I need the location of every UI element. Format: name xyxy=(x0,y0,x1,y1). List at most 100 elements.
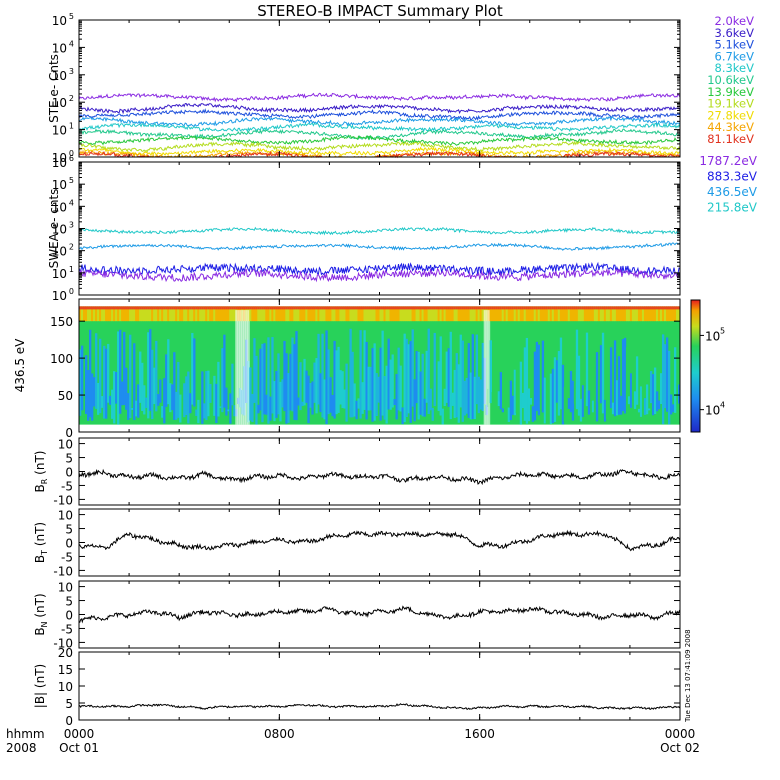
heatmap-cell xyxy=(419,306,423,322)
heatmap-cell xyxy=(331,394,334,417)
heatmap-cell xyxy=(331,306,334,322)
heatmap-cell xyxy=(335,350,338,415)
y-axis-label: SWEA e- cnts xyxy=(47,189,61,269)
series-line-436.5eV xyxy=(78,242,681,251)
heatmap-cell xyxy=(81,306,84,322)
heatmap-cell xyxy=(673,306,677,310)
heatmap-cell xyxy=(437,306,441,310)
heatmap-cell xyxy=(639,306,643,322)
heatmap-cell xyxy=(583,306,587,310)
heatmap-cell xyxy=(549,373,553,425)
field-trace xyxy=(79,605,681,624)
heatmap-cell xyxy=(545,306,549,322)
heatmap-cell xyxy=(205,306,208,310)
heatmap-cell xyxy=(181,306,184,322)
heatmap-cell xyxy=(275,370,278,418)
heatmap-cell xyxy=(137,306,140,322)
y-tick-label: 0 xyxy=(65,609,73,623)
heatmap-cell xyxy=(345,306,348,310)
heatmap-cell xyxy=(211,306,214,322)
series-line-5.1keV xyxy=(78,108,681,121)
heatmap-cell xyxy=(537,306,541,310)
heatmap-cell xyxy=(171,306,174,310)
heatmap-cell xyxy=(393,306,397,310)
heatmap-cell xyxy=(325,330,328,425)
heatmap-cell xyxy=(569,306,573,310)
year-caption-2008: 2008 xyxy=(6,741,37,755)
heatmap-cell xyxy=(637,306,641,322)
y-axis-label: |B| (nT) xyxy=(33,664,47,708)
heatmap-cell xyxy=(671,404,675,413)
swea-legend-item: 1787.2eV xyxy=(699,154,757,168)
heatmap-cell xyxy=(453,306,457,322)
heatmap-cell xyxy=(663,306,667,322)
heatmap-cell xyxy=(643,398,647,415)
heatmap-cell xyxy=(251,306,254,310)
heatmap-cell xyxy=(583,306,587,322)
heatmap-cell xyxy=(141,362,144,412)
heatmap-cell xyxy=(317,333,320,405)
heatmap-cell xyxy=(157,306,160,322)
heatmap-cell xyxy=(379,306,383,322)
heatmap-cell xyxy=(339,306,342,322)
heatmap-cell xyxy=(297,306,300,310)
heatmap-cell xyxy=(553,306,557,322)
y-tick-label: 10 xyxy=(52,289,67,303)
y-tick-exponent: 0 xyxy=(69,149,74,158)
heatmap-cell xyxy=(477,306,481,322)
heatmap-cell xyxy=(175,306,178,310)
heatmap-cell xyxy=(461,306,465,322)
heatmap-cell xyxy=(291,306,294,310)
heatmap-cell xyxy=(357,306,360,310)
heatmap-cell xyxy=(411,306,415,310)
heatmap-cell xyxy=(499,306,503,310)
heatmap-cell xyxy=(263,306,266,310)
heatmap-cell xyxy=(453,369,456,418)
heatmap-cell xyxy=(501,306,505,310)
heatmap-cell xyxy=(129,306,132,322)
heatmap-cell xyxy=(649,306,653,310)
heatmap-cell xyxy=(169,306,172,310)
heatmap-cell xyxy=(559,306,563,310)
heatmap-cell xyxy=(639,306,643,310)
heatmap-cell xyxy=(477,306,481,310)
heatmap-cell xyxy=(127,393,130,420)
heatmap-cell xyxy=(155,340,158,412)
heatmap-cell xyxy=(305,306,308,310)
heatmap-cell xyxy=(481,342,484,412)
heatmap-cell xyxy=(395,373,398,420)
heatmap-cell xyxy=(541,306,545,322)
heatmap-cell xyxy=(535,306,539,310)
heatmap-cell xyxy=(391,354,394,408)
heatmap-cell xyxy=(259,306,262,322)
heatmap-cell xyxy=(599,345,603,404)
heatmap-cell xyxy=(243,306,246,310)
heatmap-cell xyxy=(257,404,260,414)
heatmap-cell xyxy=(603,306,607,310)
y-label-main: |B| xyxy=(33,692,47,708)
heatmap-cell xyxy=(621,306,625,322)
heatmap-cell xyxy=(635,306,639,310)
heatmap-cell xyxy=(245,306,248,310)
heatmap-cell xyxy=(617,306,621,310)
heatmap-cell xyxy=(491,392,494,423)
heatmap-cell xyxy=(377,376,380,403)
heatmap-cell xyxy=(601,306,605,322)
heatmap-cell xyxy=(587,390,591,415)
heatmap-cell xyxy=(399,365,402,412)
heatmap-cell xyxy=(307,306,310,322)
y-label-main: B xyxy=(33,555,47,563)
y-tick-label: 0 xyxy=(65,426,73,440)
heatmap-cell xyxy=(117,331,120,425)
heatmap-cell xyxy=(551,306,555,310)
field-trace xyxy=(78,703,681,711)
swea-legend-item: 436.5eV xyxy=(707,185,758,199)
heatmap-cell xyxy=(159,306,162,322)
heatmap-cell xyxy=(629,373,633,408)
heatmap-cell xyxy=(265,306,268,310)
heatmap-cell xyxy=(519,361,523,425)
heatmap-cell xyxy=(341,371,344,409)
ste-legend-item: 3.6keV xyxy=(715,26,755,40)
heatmap-cell xyxy=(559,337,563,410)
heatmap-cell xyxy=(439,336,442,416)
